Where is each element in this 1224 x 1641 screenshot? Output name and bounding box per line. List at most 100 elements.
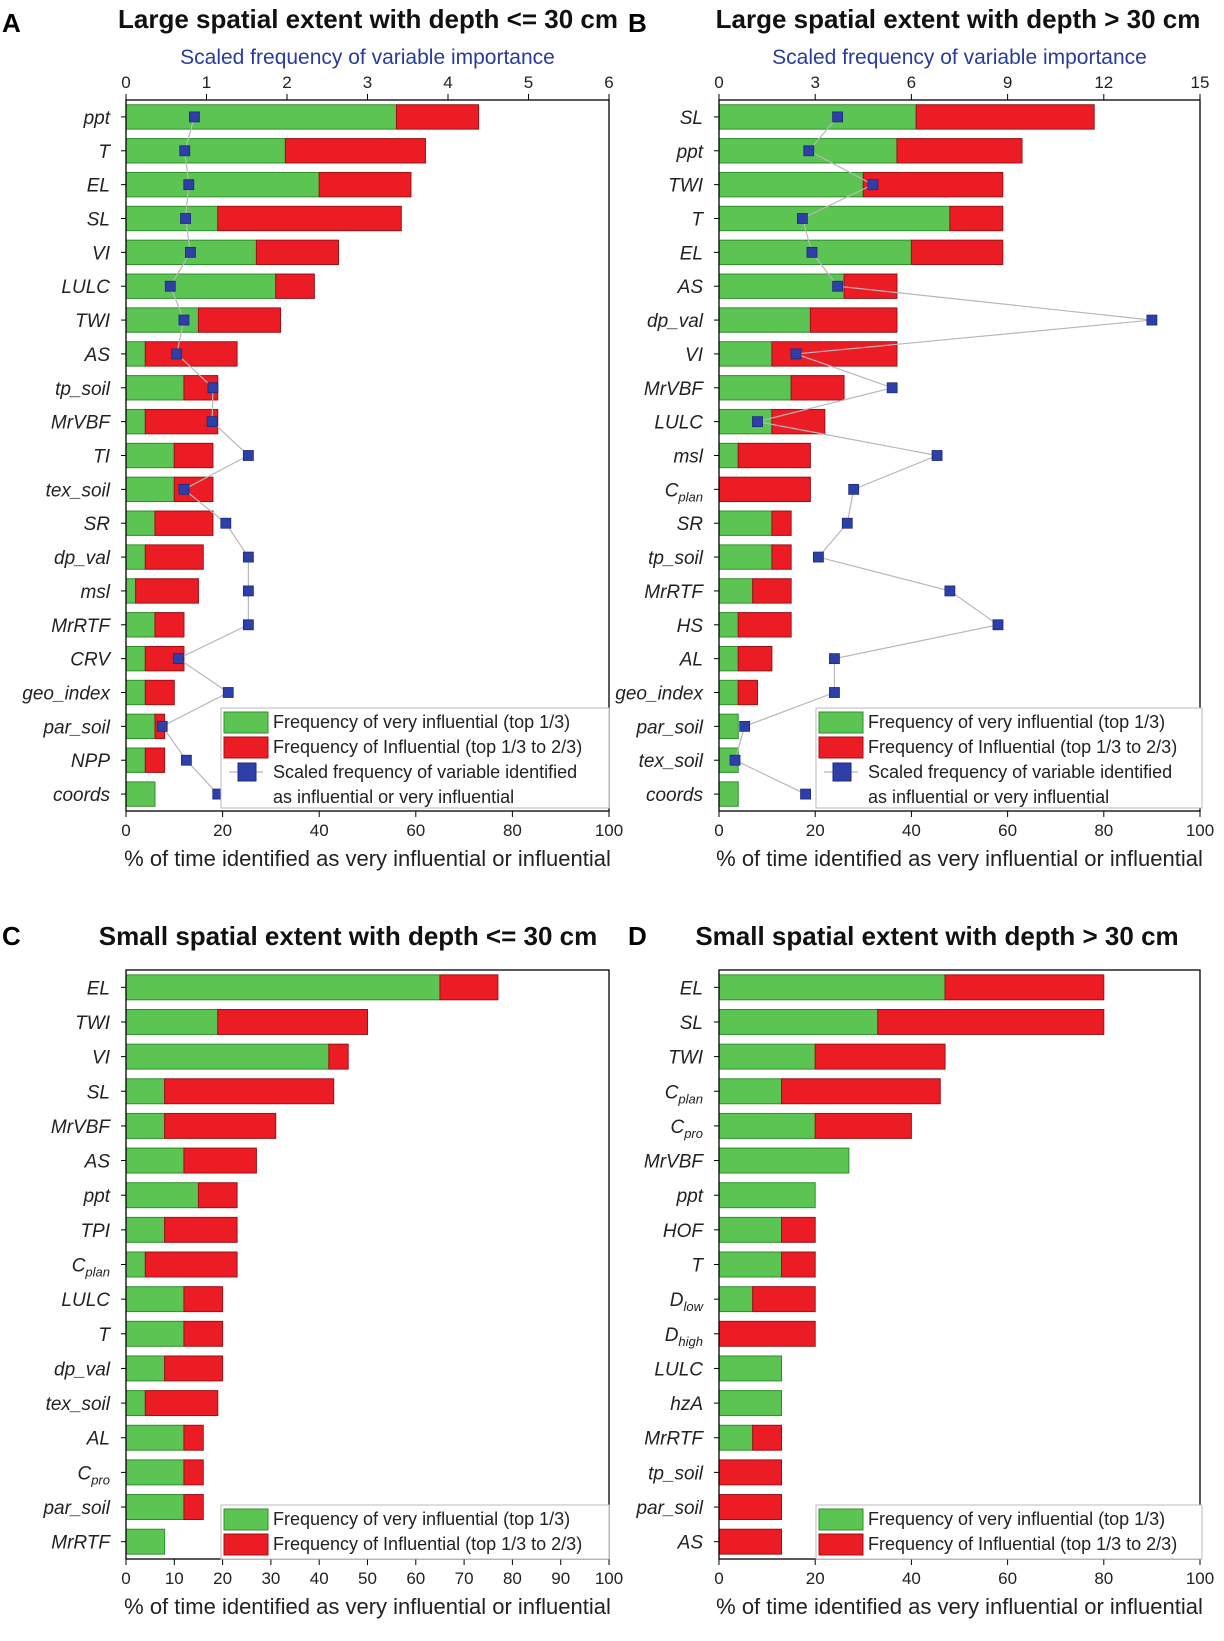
x-tick-label: 60 (406, 821, 425, 840)
category-label: Cplan (72, 1256, 110, 1280)
category-label: dp_val (647, 311, 704, 332)
legend-box (815, 1504, 1203, 1560)
bar-influential (183, 1494, 204, 1521)
bar-very-influential (718, 713, 739, 740)
bar-very-influential (125, 1355, 166, 1382)
legend-label: Frequency of very influential (top 1/3) (273, 712, 570, 732)
x-tick-label: 20 (806, 821, 825, 840)
category-label-main: SR (677, 514, 704, 535)
category-label-main: AL (679, 650, 703, 671)
category-label: MrVBF (51, 413, 112, 434)
category-label-main: T (691, 1256, 704, 1277)
category-label-main: T (98, 1325, 111, 1346)
legend-label: Frequency of Influential (top 1/3 to 2/3… (868, 737, 1177, 757)
scaled-frequency-marker (183, 179, 195, 191)
panel-title: Small spatial extent with depth <= 30 cm (99, 921, 598, 951)
category-label-main: coords (646, 785, 704, 806)
category-label: AS (84, 345, 111, 366)
bar-influential (144, 747, 166, 773)
category-label: tex_soil (46, 1394, 111, 1415)
scaled-frequency-marker (172, 653, 184, 665)
bar-influential (255, 239, 340, 266)
bar-very-influential (125, 612, 156, 638)
category-label: LULC (654, 1359, 703, 1380)
bar-very-influential (718, 1008, 879, 1035)
bar-very-influential (718, 544, 773, 570)
scaled-frequency-marker (803, 145, 815, 157)
category-label: dp_val (54, 548, 111, 569)
bar-very-influential (125, 1112, 166, 1139)
bar-very-influential (125, 1494, 185, 1521)
bar-very-influential (125, 1286, 185, 1313)
top-axis-label: Scaled frequency of variable importance (772, 46, 1147, 69)
bar-very-influential (125, 476, 175, 503)
legend: Frequency of very influential (top 1/3) F… (815, 707, 1203, 809)
category-label: VI (92, 1048, 111, 1069)
category-label: par_soil (635, 717, 703, 738)
bar-influential (439, 974, 499, 1001)
scaled-frequency-marker (729, 754, 741, 766)
top-axis-tick-label: 5 (524, 73, 533, 92)
bar-very-influential (125, 544, 146, 570)
scaled-frequency-marker (178, 483, 190, 495)
legend-swatch-influential (818, 1533, 864, 1556)
plot-frame (718, 99, 1201, 812)
category-label-subscript: plan (84, 1265, 110, 1280)
category-label: T (98, 1325, 111, 1346)
category-label-main: LULC (654, 413, 703, 434)
category-label-main: LULC (654, 1359, 703, 1380)
category-label: MrVBF (644, 379, 705, 400)
bar-influential (395, 104, 480, 130)
category-label-main: ppt (676, 1186, 704, 1207)
bar-very-influential (718, 1182, 816, 1209)
category-label-main: AS (84, 345, 111, 366)
category-label: HS (677, 616, 704, 637)
category-label-main: SL (87, 210, 110, 231)
x-tick-label: 30 (261, 1569, 280, 1588)
category-label: msl (673, 447, 703, 468)
bar-very-influential (125, 1251, 146, 1278)
bar-influential (164, 1216, 238, 1243)
x-tick-label: 0 (121, 1569, 130, 1588)
bar-very-influential (718, 578, 754, 604)
x-tick-label: 0 (714, 1569, 723, 1588)
category-label: MrRTF (644, 1429, 704, 1450)
category-label: tex_soil (46, 480, 111, 501)
bar-influential (752, 1424, 783, 1451)
category-label-main: tp_soil (648, 1463, 704, 1484)
legend-label: Frequency of Influential (top 1/3 to 2/3… (273, 1534, 582, 1554)
category-label-main: C (77, 1463, 91, 1484)
bar-influential (144, 1251, 238, 1278)
top-axis-tick-label: 6 (907, 73, 916, 92)
bar-very-influential (125, 679, 146, 706)
legend: Frequency of very influential (top 1/3) F… (220, 1504, 610, 1560)
category-label: geo_index (615, 684, 704, 705)
category-label-main: tp_soil (648, 548, 704, 569)
category-label-main: VI (685, 345, 704, 366)
category-label-main: tex_soil (639, 751, 704, 772)
bar-influential (910, 239, 1004, 266)
category-label: tp_soil (648, 548, 704, 569)
panel-letter: A (2, 8, 21, 38)
x-tick-label: 20 (806, 1569, 825, 1588)
category-label: tp_soil (55, 379, 111, 400)
bar-influential (752, 1286, 816, 1313)
category-label-main: geo_index (615, 684, 704, 705)
bar-influential (164, 1078, 335, 1105)
bar-very-influential (125, 1459, 185, 1486)
category-label-main: C (665, 480, 679, 501)
bar-influential (144, 544, 204, 570)
category-label-main: TWI (75, 1013, 111, 1034)
category-label-subscript: plan (677, 1091, 703, 1106)
panel-b: B Large spatial extent with depth > 30 cm… (615, 4, 1214, 871)
category-label: hzA (670, 1394, 703, 1415)
category-label-main: C (665, 1082, 679, 1103)
bar-very-influential (718, 341, 773, 367)
category-label: MrVBF (51, 1117, 112, 1138)
category-label-main: EL (680, 978, 703, 999)
top-axis-tick-label: 3 (363, 73, 372, 92)
legend-label: Scaled frequency of variable identified (868, 762, 1172, 782)
category-label: tex_soil (639, 751, 704, 772)
category-label-main: par_soil (42, 1498, 110, 1519)
category-label-main: ppt (83, 108, 111, 129)
